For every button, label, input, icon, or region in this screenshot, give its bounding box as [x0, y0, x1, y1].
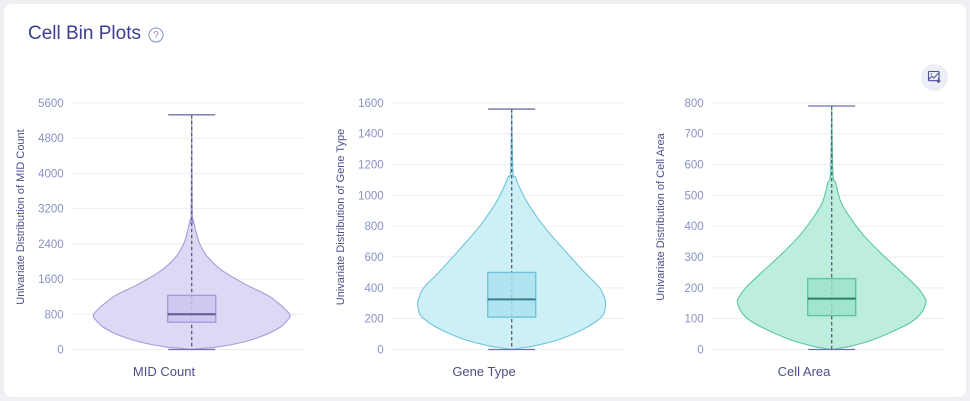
svg-text:800: 800: [365, 221, 384, 233]
svg-text:300: 300: [685, 252, 704, 264]
svg-text:200: 200: [365, 314, 384, 326]
svg-text:1200: 1200: [358, 160, 384, 172]
svg-text:0: 0: [57, 345, 63, 357]
svg-text:1000: 1000: [358, 190, 384, 202]
svg-text:600: 600: [685, 160, 704, 172]
svg-text:400: 400: [365, 283, 384, 295]
svg-text:4800: 4800: [38, 133, 64, 145]
svg-text:600: 600: [365, 252, 384, 264]
svg-text:700: 700: [685, 129, 704, 141]
svg-text:400: 400: [685, 221, 704, 233]
svg-text:1600: 1600: [358, 98, 384, 110]
svg-text:500: 500: [685, 190, 704, 202]
svg-text:0: 0: [377, 345, 383, 357]
svg-text:800: 800: [45, 309, 64, 321]
svg-text:800: 800: [685, 98, 704, 110]
svg-text:0: 0: [697, 345, 703, 357]
svg-text:4000: 4000: [38, 168, 64, 180]
svg-text:3200: 3200: [38, 204, 64, 216]
svg-text:2400: 2400: [38, 239, 64, 251]
svg-text:5600: 5600: [38, 98, 64, 110]
svg-text:1400: 1400: [358, 129, 384, 141]
svg-text:100: 100: [685, 314, 704, 326]
svg-text:200: 200: [685, 283, 704, 295]
svg-text:1600: 1600: [38, 274, 64, 286]
